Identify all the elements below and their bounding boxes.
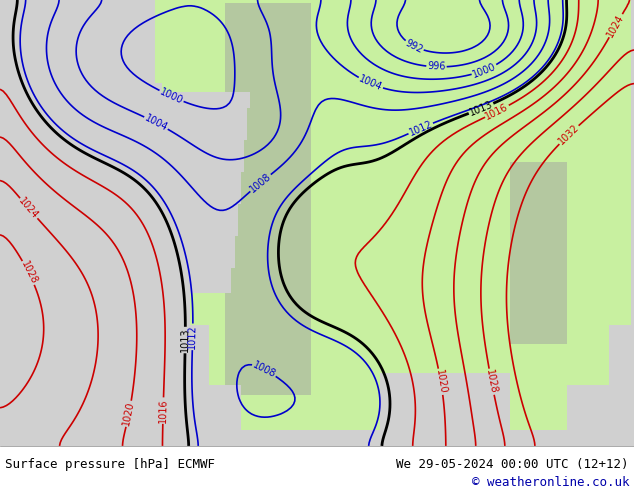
Text: © weatheronline.co.uk: © weatheronline.co.uk	[472, 476, 629, 489]
Text: 1024: 1024	[17, 196, 41, 221]
Text: 1008: 1008	[248, 171, 273, 195]
Text: 1013: 1013	[180, 328, 190, 352]
Text: 1028: 1028	[18, 260, 39, 286]
Text: 1004: 1004	[143, 113, 169, 133]
Text: 1016: 1016	[158, 398, 169, 423]
Text: 1000: 1000	[471, 61, 498, 79]
Text: 1020: 1020	[122, 401, 136, 427]
Text: Surface pressure [hPa] ECMWF: Surface pressure [hPa] ECMWF	[5, 458, 215, 471]
Text: 1028: 1028	[484, 368, 499, 395]
Text: 1004: 1004	[358, 74, 384, 93]
Text: 1013: 1013	[468, 99, 495, 118]
Text: 996: 996	[427, 61, 446, 72]
Text: 1000: 1000	[158, 87, 184, 106]
Text: 1012: 1012	[188, 324, 198, 349]
Text: 1020: 1020	[434, 369, 448, 395]
Text: 1024: 1024	[605, 12, 626, 39]
Text: 992: 992	[404, 38, 425, 55]
Text: 1012: 1012	[408, 119, 434, 138]
Text: We 29-05-2024 00:00 UTC (12+12): We 29-05-2024 00:00 UTC (12+12)	[396, 458, 629, 471]
Text: 1016: 1016	[484, 101, 510, 122]
Text: 1032: 1032	[557, 122, 581, 147]
Text: 1008: 1008	[251, 360, 278, 379]
